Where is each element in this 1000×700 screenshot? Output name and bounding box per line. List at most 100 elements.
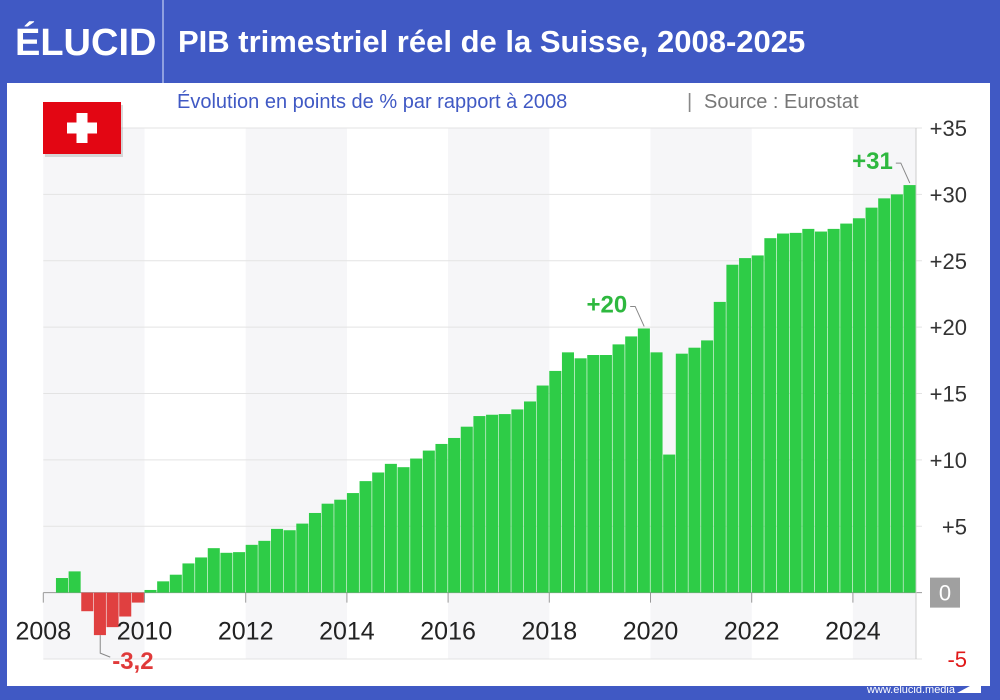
header: ÉLUCID PIB trimestriel réel de la Suisse… bbox=[0, 0, 1000, 83]
bar bbox=[852, 218, 865, 593]
bar bbox=[435, 443, 448, 593]
bar bbox=[372, 472, 385, 593]
y-tick-label: +25 bbox=[930, 249, 967, 274]
bar bbox=[890, 194, 903, 593]
bar bbox=[549, 370, 562, 593]
bar bbox=[55, 578, 68, 593]
elucid-mark-icon bbox=[957, 680, 981, 693]
bar bbox=[599, 355, 612, 593]
bar bbox=[422, 450, 435, 593]
bar bbox=[359, 481, 372, 593]
bar bbox=[701, 340, 714, 593]
bar bbox=[334, 499, 347, 593]
bar bbox=[308, 512, 321, 593]
bar bbox=[233, 552, 246, 593]
bar bbox=[397, 467, 410, 593]
bar-chart: +35 +30 +25 +20 +15 +10 +5 0 -5 2008 2010 2012 2014 2… bbox=[15, 90, 967, 675]
bar bbox=[739, 258, 752, 593]
bar bbox=[283, 530, 296, 593]
bar bbox=[384, 463, 397, 593]
y-tick-label: -5 bbox=[947, 647, 967, 672]
bar bbox=[81, 592, 94, 612]
bar bbox=[675, 353, 688, 593]
bar bbox=[511, 409, 524, 593]
bar bbox=[144, 589, 157, 593]
bar bbox=[207, 548, 220, 593]
y-tick-label: +10 bbox=[930, 448, 967, 473]
bar bbox=[587, 355, 600, 593]
bar bbox=[169, 574, 182, 593]
bar bbox=[840, 223, 853, 593]
chart-panel: +35 +30 +25 +20 +15 +10 +5 0 -5 2008 2010 2012 2014 2… bbox=[7, 83, 990, 686]
bar bbox=[777, 233, 790, 593]
footer-url: www.elucid.media bbox=[866, 684, 955, 696]
bar bbox=[878, 198, 891, 593]
subtitle-separator: | bbox=[687, 91, 692, 113]
bar bbox=[814, 231, 827, 593]
bar bbox=[650, 352, 663, 593]
y-tick-label: 0 bbox=[939, 581, 951, 606]
bar bbox=[524, 401, 537, 593]
bar bbox=[258, 540, 271, 593]
bar bbox=[574, 358, 587, 593]
x-tick-label: 2008 bbox=[15, 618, 71, 646]
bar bbox=[106, 592, 119, 628]
bar bbox=[865, 207, 878, 593]
bar bbox=[195, 557, 208, 593]
bar bbox=[460, 426, 473, 593]
bar bbox=[182, 563, 195, 593]
bar bbox=[713, 301, 726, 593]
annotation-label: +31 bbox=[852, 148, 893, 175]
annotation-leader bbox=[99, 635, 111, 658]
bar bbox=[448, 437, 461, 593]
bar bbox=[486, 414, 499, 593]
bar bbox=[637, 328, 650, 593]
bar bbox=[68, 571, 81, 593]
bar bbox=[789, 232, 802, 593]
bar bbox=[498, 414, 511, 593]
bar bbox=[473, 416, 486, 593]
bar bbox=[827, 228, 840, 593]
bar bbox=[903, 185, 916, 593]
y-tick-label: +30 bbox=[930, 182, 967, 207]
x-tick-label: 2012 bbox=[218, 618, 274, 646]
bar bbox=[802, 228, 815, 593]
bar bbox=[119, 592, 132, 617]
bar bbox=[561, 352, 574, 593]
y-tick-label: +15 bbox=[930, 382, 967, 407]
bar bbox=[764, 238, 777, 593]
annotation-leader bbox=[895, 162, 911, 184]
header-divider bbox=[162, 0, 164, 83]
bar bbox=[612, 344, 625, 593]
chart-title: PIB trimestriel réel de la Suisse, 2008-… bbox=[178, 24, 806, 59]
y-tick-label: +35 bbox=[930, 116, 967, 141]
x-tick-label: 2018 bbox=[521, 618, 577, 646]
annotation-leader bbox=[630, 305, 645, 327]
x-tick-label: 2020 bbox=[623, 618, 679, 646]
zero-label-box bbox=[930, 577, 960, 608]
bar bbox=[536, 385, 549, 593]
bar bbox=[157, 581, 170, 593]
bar bbox=[726, 264, 739, 593]
bar bbox=[131, 592, 144, 603]
bar bbox=[751, 255, 764, 593]
x-tick-label: 2014 bbox=[319, 618, 375, 646]
bar bbox=[346, 493, 359, 593]
x-tick-label: 2010 bbox=[117, 618, 173, 646]
chart-source: Source : Eurostat bbox=[704, 91, 859, 113]
elucid-logo: ÉLUCID bbox=[15, 22, 157, 64]
bar bbox=[663, 454, 676, 593]
bar bbox=[410, 458, 423, 593]
annotation-label: -3,2 bbox=[112, 648, 153, 675]
swiss-flag-icon bbox=[43, 102, 123, 157]
chart-subtitle: Évolution en points de % par rapport à 2… bbox=[177, 90, 567, 113]
bar bbox=[93, 592, 106, 636]
bar bbox=[688, 347, 701, 593]
bar bbox=[625, 336, 638, 593]
x-tick-label: 2016 bbox=[420, 618, 476, 646]
y-tick-label: +5 bbox=[942, 514, 967, 539]
x-tick-label: 2024 bbox=[825, 618, 881, 646]
annotation-label: +20 bbox=[586, 291, 627, 318]
x-tick-label: 2022 bbox=[724, 618, 780, 646]
bar bbox=[271, 528, 284, 593]
